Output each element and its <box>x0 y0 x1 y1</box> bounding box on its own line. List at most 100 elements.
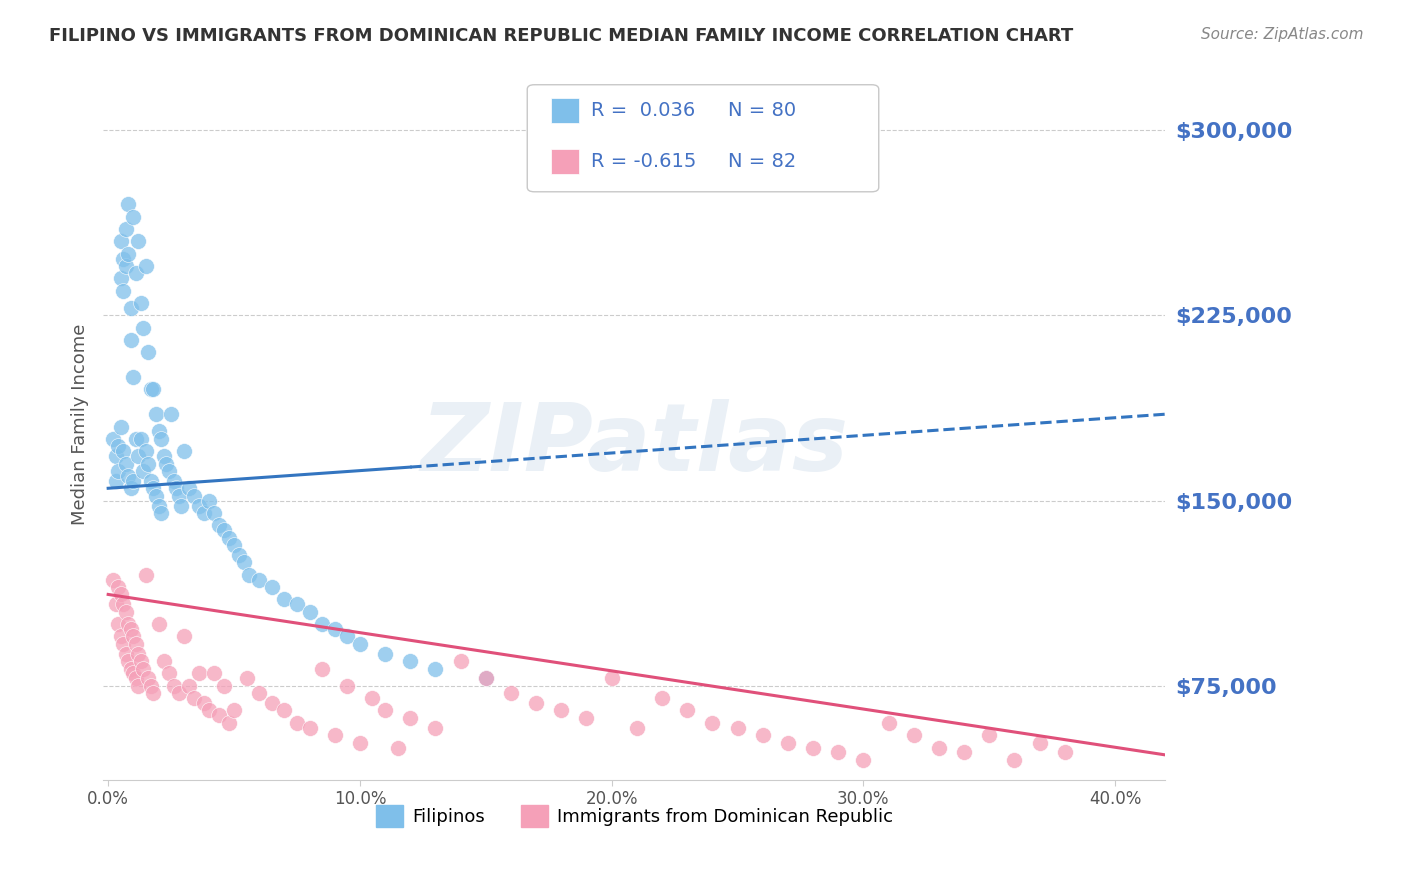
Point <box>183 691 205 706</box>
Point <box>152 449 174 463</box>
Point <box>727 721 749 735</box>
Point <box>112 252 135 266</box>
Point <box>323 622 346 636</box>
Point <box>953 746 976 760</box>
Point <box>336 679 359 693</box>
Point <box>110 419 132 434</box>
Point <box>110 587 132 601</box>
Point <box>152 654 174 668</box>
Point <box>827 746 849 760</box>
Point <box>104 597 127 611</box>
Point <box>260 696 283 710</box>
Point <box>361 691 384 706</box>
Point <box>125 637 148 651</box>
Point <box>173 444 195 458</box>
Point <box>112 444 135 458</box>
Point <box>979 728 1001 742</box>
Point <box>148 499 170 513</box>
Point <box>198 493 221 508</box>
Point <box>600 672 623 686</box>
Point <box>208 708 231 723</box>
Point <box>150 432 173 446</box>
Point <box>311 661 333 675</box>
Point <box>399 711 422 725</box>
Point <box>222 704 245 718</box>
Point <box>233 555 256 569</box>
Point <box>298 605 321 619</box>
Point <box>132 464 155 478</box>
Point <box>127 679 149 693</box>
Point <box>202 666 225 681</box>
Text: R =  0.036: R = 0.036 <box>591 101 695 120</box>
Point <box>117 197 139 211</box>
Point <box>114 605 136 619</box>
Point <box>148 617 170 632</box>
Point <box>349 637 371 651</box>
Legend: Filipinos, Immigrants from Dominican Republic: Filipinos, Immigrants from Dominican Rep… <box>368 798 900 835</box>
Point <box>129 296 152 310</box>
Point <box>298 721 321 735</box>
Point <box>107 617 129 632</box>
Point <box>218 531 240 545</box>
Point <box>183 489 205 503</box>
Point <box>285 715 308 730</box>
Point <box>285 597 308 611</box>
Point <box>311 617 333 632</box>
Point <box>173 629 195 643</box>
Point <box>852 753 875 767</box>
Point <box>127 647 149 661</box>
Point <box>138 672 160 686</box>
Point <box>228 548 250 562</box>
Point <box>110 629 132 643</box>
Point <box>475 672 498 686</box>
Point <box>651 691 673 706</box>
Point <box>125 672 148 686</box>
Point <box>122 666 145 681</box>
Point <box>139 474 162 488</box>
Point <box>129 654 152 668</box>
Point <box>801 740 824 755</box>
Point <box>212 679 235 693</box>
Point <box>114 222 136 236</box>
Point <box>142 383 165 397</box>
Point <box>104 449 127 463</box>
Point <box>626 721 648 735</box>
Point <box>208 518 231 533</box>
Point <box>374 647 396 661</box>
Point <box>162 679 184 693</box>
Point <box>877 715 900 730</box>
Point <box>751 728 773 742</box>
Point <box>475 672 498 686</box>
Point <box>132 320 155 334</box>
Point <box>177 679 200 693</box>
Point <box>122 370 145 384</box>
Point <box>114 259 136 273</box>
Point <box>187 499 209 513</box>
Point <box>104 474 127 488</box>
Point <box>129 432 152 446</box>
Point <box>117 246 139 260</box>
Point <box>160 407 183 421</box>
Point <box>387 740 409 755</box>
Point <box>260 580 283 594</box>
Point <box>103 432 125 446</box>
Point <box>193 506 215 520</box>
Point <box>112 637 135 651</box>
Point <box>117 654 139 668</box>
Point <box>1004 753 1026 767</box>
Point <box>122 474 145 488</box>
Point <box>212 523 235 537</box>
Point <box>349 735 371 749</box>
Point <box>425 721 447 735</box>
Point <box>524 696 547 710</box>
Point <box>139 383 162 397</box>
Point <box>114 647 136 661</box>
Point <box>550 704 572 718</box>
Point <box>425 661 447 675</box>
Text: N = 80: N = 80 <box>728 101 796 120</box>
Point <box>155 457 177 471</box>
Point <box>165 481 187 495</box>
Point <box>139 679 162 693</box>
Point <box>150 506 173 520</box>
Point <box>273 704 295 718</box>
